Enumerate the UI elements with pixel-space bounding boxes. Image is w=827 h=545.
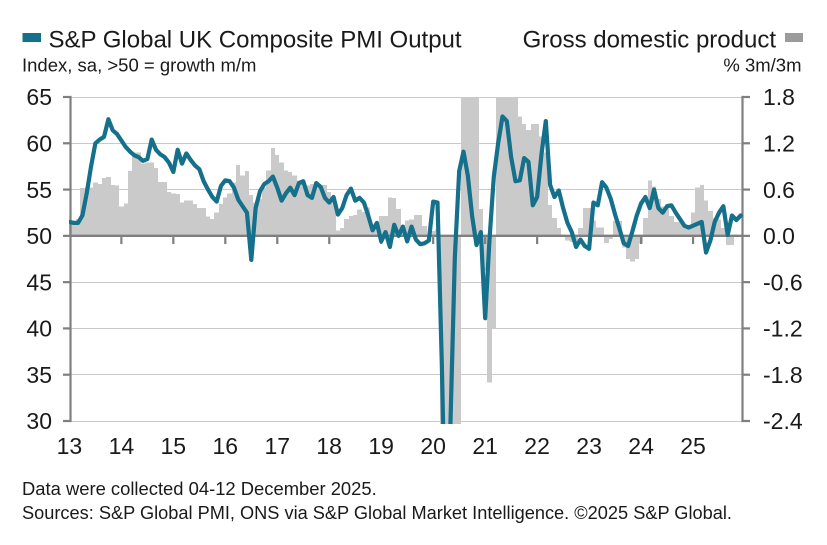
svg-text:30: 30 [26, 408, 52, 434]
svg-text:% 3m/3m: % 3m/3m [723, 55, 801, 76]
svg-text:-1.2: -1.2 [763, 316, 803, 342]
svg-text:19: 19 [368, 433, 394, 459]
svg-text:-1.8: -1.8 [763, 362, 803, 388]
svg-text:0.0: 0.0 [763, 223, 795, 249]
svg-text:50: 50 [26, 223, 52, 249]
svg-text:22: 22 [524, 433, 550, 459]
svg-text:25: 25 [680, 433, 706, 459]
svg-text:1.8: 1.8 [763, 84, 795, 110]
svg-text:14: 14 [109, 433, 135, 459]
svg-text:23: 23 [576, 433, 602, 459]
svg-text:1.2: 1.2 [763, 131, 795, 157]
svg-text:S&P Global UK Composite PMI Ou: S&P Global UK Composite PMI Output [49, 27, 462, 54]
svg-text:17: 17 [265, 433, 291, 459]
svg-text:24: 24 [628, 433, 654, 459]
svg-text:20: 20 [420, 433, 446, 459]
svg-text:15: 15 [161, 433, 187, 459]
svg-text:Sources: S&P Global PMI, ONS v: Sources: S&P Global PMI, ONS via S&P Glo… [22, 503, 732, 523]
svg-text:-0.6: -0.6 [763, 269, 803, 295]
svg-text:Gross domestic product: Gross domestic product [523, 27, 777, 54]
svg-text:45: 45 [26, 269, 52, 295]
svg-text:60: 60 [26, 131, 52, 157]
svg-text:Index, sa, >50 = growth m/m: Index, sa, >50 = growth m/m [22, 55, 256, 76]
svg-text:40: 40 [26, 316, 52, 342]
svg-text:21: 21 [472, 433, 498, 459]
svg-text:0.6: 0.6 [763, 177, 795, 203]
svg-text:18: 18 [316, 433, 342, 459]
svg-text:-2.4: -2.4 [763, 408, 803, 434]
svg-text:Data were collected 04-12 Dece: Data were collected 04-12 December 2025. [22, 478, 377, 499]
svg-text:55: 55 [26, 177, 52, 203]
svg-text:16: 16 [213, 433, 239, 459]
svg-text:13: 13 [57, 433, 83, 459]
svg-text:65: 65 [26, 84, 52, 110]
svg-text:35: 35 [26, 362, 52, 388]
